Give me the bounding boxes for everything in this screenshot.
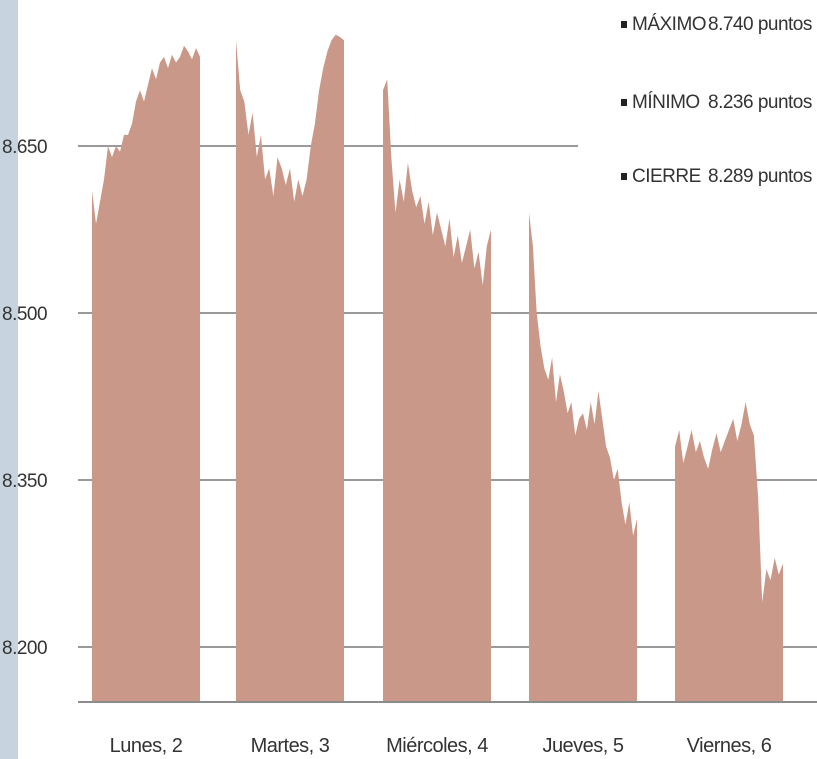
x-category-label: Viernes, 6: [687, 735, 772, 757]
tick-labels: 8.200 8.350 8.500 8.650 Lunes, 2 Martes, 3 Mié…: [2, 137, 772, 757]
series-area-2: [236, 34, 344, 702]
legend: MÁXIMO 8.740 puntos MÍNIMO 8.236 puntos CIER…: [621, 14, 812, 187]
y-tick-label: 8.650: [2, 137, 47, 158]
x-category-label: Jueves, 5: [542, 735, 623, 757]
series-areas: [92, 34, 783, 703]
legend-value: 8.236 puntos: [708, 92, 812, 113]
y-tick-label: 8.500: [2, 304, 47, 325]
legend-value: 8.289 puntos: [708, 166, 812, 187]
legend-label: MÍNIMO: [632, 92, 700, 113]
legend-bullet: [621, 21, 627, 28]
legend-label: CIERRE: [632, 166, 701, 187]
x-category-label: Miércoles, 4: [386, 735, 488, 757]
y-tick-label: 8.200: [2, 638, 47, 659]
y-tick-label: 8.350: [2, 471, 47, 492]
x-category-label: Martes, 3: [251, 735, 330, 757]
series-area-5: [675, 402, 783, 702]
legend-bullet: [621, 173, 627, 180]
series-area-4: [529, 212, 637, 703]
series-area-3: [383, 79, 491, 702]
left-accent-band: [0, 0, 18, 759]
legend-value: 8.740 puntos: [708, 14, 812, 35]
legend-bullet: [621, 99, 627, 106]
series-area-1: [92, 45, 200, 703]
legend-label: MÁXIMO: [632, 14, 706, 35]
x-category-label: Lunes, 2: [110, 735, 183, 757]
